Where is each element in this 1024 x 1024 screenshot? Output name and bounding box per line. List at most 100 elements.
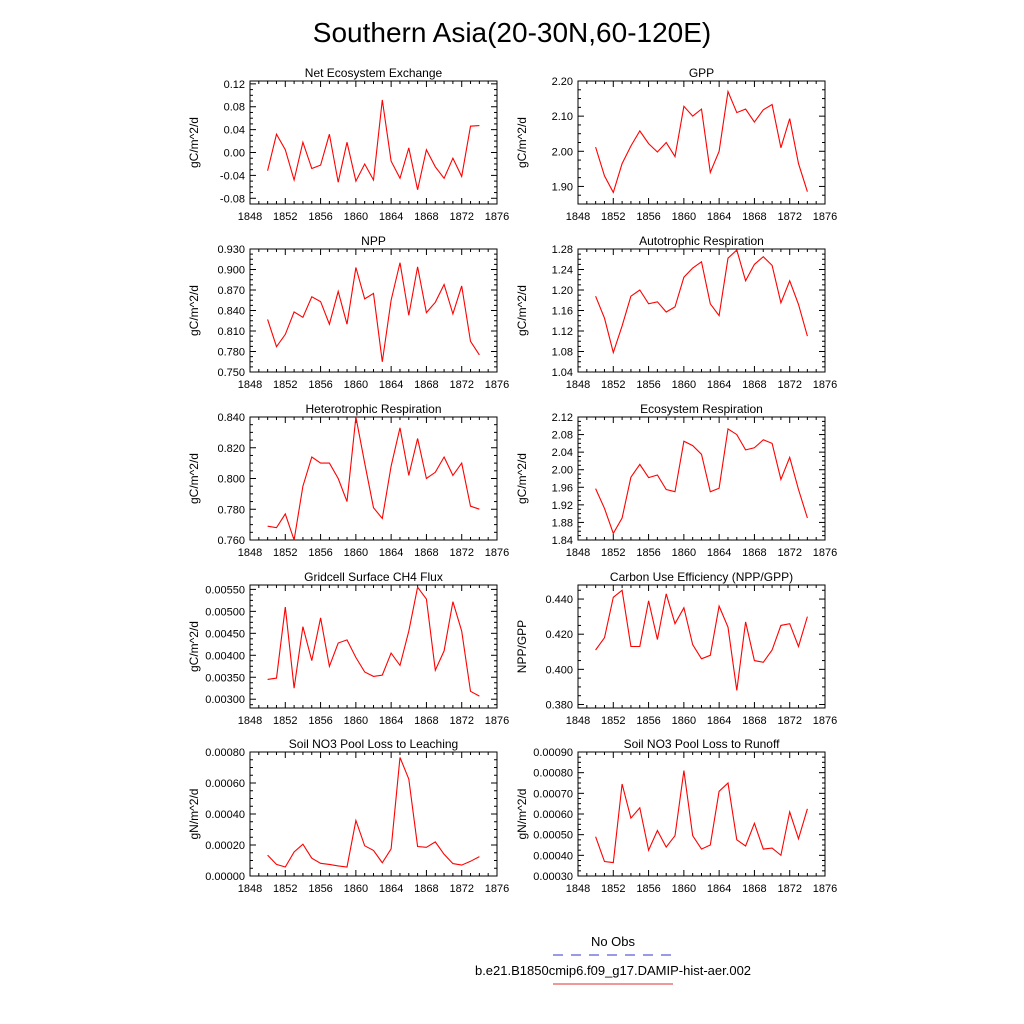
- x-tick-label: 1864: [707, 715, 731, 727]
- y-tick-label: 0.00350: [205, 672, 245, 684]
- x-tick-label: 1856: [308, 379, 332, 391]
- x-tick-label: 1852: [273, 211, 297, 223]
- x-tick-label: 1852: [601, 715, 625, 727]
- y-tick-label: 0.380: [545, 699, 573, 711]
- panel-5: Heterotrophic Respiration gC/m^2/d 1848 185…: [187, 402, 509, 559]
- y-axis-label: gC/m^2/d: [515, 453, 529, 504]
- x-tick-label: 1876: [813, 379, 837, 391]
- y-axis-label: NPP/GPP: [515, 620, 529, 673]
- x-tick-label: 1848: [238, 715, 262, 727]
- series-line: [267, 585, 480, 697]
- y-tick-label: 0.12: [224, 79, 245, 91]
- y-tick-label: 0.00050: [533, 830, 573, 842]
- y-tick-label: 0.870: [217, 285, 245, 297]
- y-tick-label: 1.12: [552, 326, 573, 338]
- y-tick-label: 0.840: [217, 306, 245, 318]
- x-tick-label: 1868: [414, 883, 438, 895]
- x-tick-label: 1852: [273, 715, 297, 727]
- panel-title: GPP: [689, 66, 714, 80]
- x-tick-label: 1856: [636, 883, 660, 895]
- x-tick-label: 1864: [707, 883, 731, 895]
- y-tick-label: 0.900: [217, 265, 245, 277]
- x-tick-label: 1860: [344, 715, 368, 727]
- x-tick-label: 1864: [707, 211, 731, 223]
- y-tick-label: 0.00070: [533, 788, 573, 800]
- y-tick-label: 0.780: [217, 504, 245, 516]
- x-tick-label: 1856: [636, 379, 660, 391]
- panel-10: Soil NO3 Pool Loss to Runoff gN/m^2/d 1848…: [515, 737, 837, 895]
- x-tick-label: 1848: [566, 715, 590, 727]
- x-tick-label: 1856: [636, 547, 660, 559]
- y-tick-label: 0.00450: [205, 628, 245, 640]
- y-tick-label: 0.00030: [533, 871, 573, 883]
- x-tick-label: 1868: [414, 547, 438, 559]
- x-tick-label: 1872: [449, 211, 473, 223]
- x-tick-label: 1876: [813, 715, 837, 727]
- panel-title: Soil NO3 Pool Loss to Leaching: [289, 737, 458, 751]
- y-tick-label: 0.750: [217, 367, 245, 379]
- x-tick-label: 1848: [238, 883, 262, 895]
- series-line: [267, 99, 480, 190]
- y-tick-label: 0.04: [224, 125, 245, 137]
- x-tick-label: 1860: [672, 547, 696, 559]
- y-axis-label: gN/m^2/d: [187, 789, 201, 840]
- x-tick-label: 1860: [672, 715, 696, 727]
- x-tick-label: 1848: [566, 883, 590, 895]
- y-tick-label: 1.92: [552, 500, 573, 512]
- x-tick-label: 1872: [777, 211, 801, 223]
- x-tick-label: 1852: [601, 379, 625, 391]
- x-tick-label: 1872: [777, 883, 801, 895]
- series-line: [267, 262, 480, 362]
- x-tick-label: 1848: [566, 379, 590, 391]
- x-tick-label: 1848: [566, 211, 590, 223]
- panel-title: Gridcell Surface CH4 Flux: [304, 570, 443, 584]
- y-tick-label: 0.820: [217, 443, 245, 455]
- x-tick-label: 1868: [742, 883, 766, 895]
- y-tick-label: -0.08: [220, 193, 245, 205]
- series-line: [595, 427, 808, 535]
- x-tick-label: 1872: [449, 547, 473, 559]
- x-tick-label: 1860: [344, 883, 368, 895]
- x-tick-label: 1848: [566, 547, 590, 559]
- y-tick-label: 2.04: [552, 447, 573, 459]
- x-tick-label: 1876: [485, 379, 509, 391]
- y-tick-label: 0.00020: [205, 840, 245, 852]
- y-tick-label: 0.420: [545, 629, 573, 641]
- y-tick-label: 0.400: [545, 664, 573, 676]
- panel-1: Net Ecosystem Exchange gC/m^2/d 1848 1852 18…: [187, 66, 509, 223]
- figure-title: Southern Asia(20-30N,60-120E): [313, 17, 711, 48]
- x-tick-label: 1864: [379, 379, 403, 391]
- x-tick-label: 1852: [601, 547, 625, 559]
- y-tick-label: 1.04: [552, 367, 573, 379]
- y-tick-label: 0.760: [217, 535, 245, 547]
- x-tick-label: 1860: [672, 211, 696, 223]
- x-tick-label: 1848: [238, 547, 262, 559]
- x-tick-label: 1868: [414, 715, 438, 727]
- y-axis-label: gC/m^2/d: [187, 285, 201, 336]
- y-tick-label: 1.24: [552, 265, 573, 277]
- y-tick-label: 1.84: [552, 535, 573, 547]
- x-tick-label: 1852: [273, 883, 297, 895]
- y-tick-label: 0.00040: [533, 850, 573, 862]
- panel-title: NPP: [361, 234, 386, 248]
- x-tick-label: 1872: [449, 715, 473, 727]
- x-tick-label: 1852: [601, 883, 625, 895]
- y-tick-label: 1.96: [552, 482, 573, 494]
- plot-frame: [249, 416, 498, 541]
- plot-frame: [577, 416, 826, 541]
- x-tick-label: 1872: [449, 883, 473, 895]
- series-line: [595, 770, 808, 864]
- x-tick-label: 1876: [485, 211, 509, 223]
- y-tick-label: 0.00550: [205, 584, 245, 596]
- panel-title: Soil NO3 Pool Loss to Runoff: [624, 737, 781, 751]
- x-tick-label: 1856: [636, 715, 660, 727]
- y-tick-label: 1.88: [552, 517, 573, 529]
- panel-8: Carbon Use Efficiency (NPP/GPP) NPP/GPP 18…: [515, 570, 837, 727]
- y-tick-label: 0.810: [217, 326, 245, 338]
- x-tick-label: 1852: [273, 547, 297, 559]
- x-tick-label: 1868: [742, 547, 766, 559]
- y-tick-label: 0.780: [217, 347, 245, 359]
- x-tick-label: 1848: [238, 211, 262, 223]
- y-tick-label: 0.00080: [533, 768, 573, 780]
- plot-frame: [577, 584, 826, 709]
